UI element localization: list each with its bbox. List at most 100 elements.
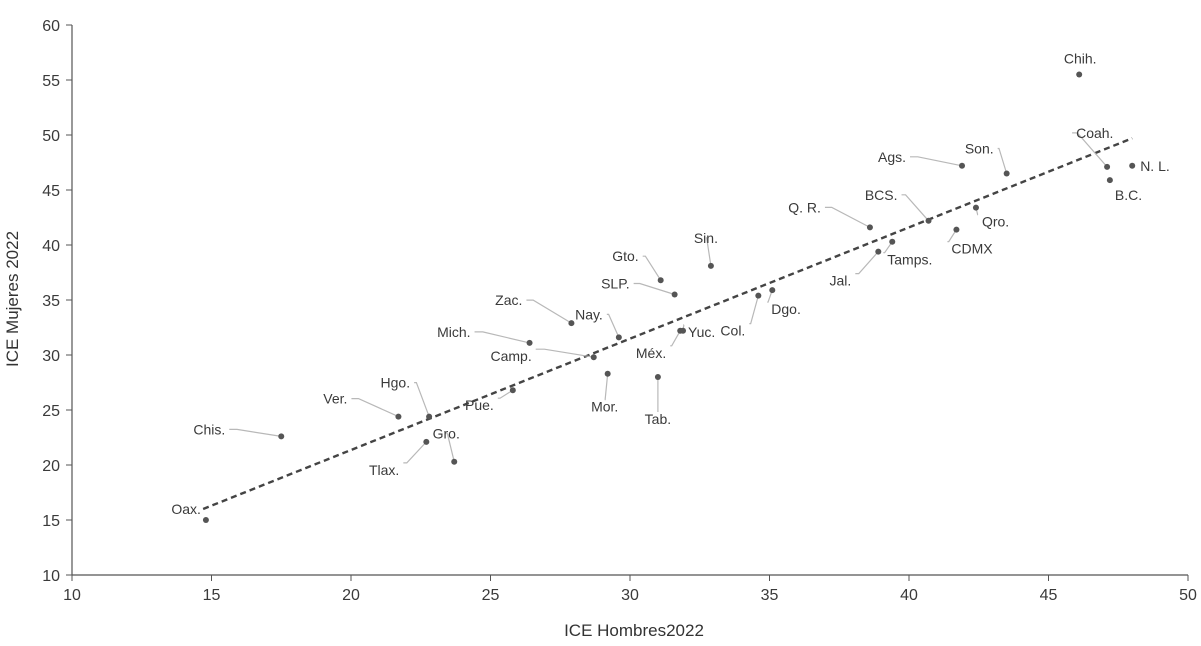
- axes: 10 15 20 25 30 35 40 45 50 10 15 20 25 30 35 40 45 50 55 60: [42, 18, 1197, 604]
- data-point: [953, 226, 960, 233]
- point-label: Camp.: [490, 348, 531, 364]
- data-point: [590, 354, 597, 361]
- leader-line: [767, 289, 773, 303]
- data-point: [769, 287, 776, 294]
- data-point: [657, 277, 664, 284]
- point-label: Tab.: [645, 411, 671, 427]
- data-point: [604, 370, 611, 377]
- point-label: Chih.: [1064, 51, 1097, 67]
- data-point: [1003, 170, 1010, 177]
- x-tick-label: 50: [1179, 587, 1197, 604]
- leader-line: [474, 331, 530, 344]
- x-tick-label: 45: [1040, 587, 1058, 604]
- point-label: Mor.: [591, 399, 618, 415]
- leader-line: [604, 373, 609, 401]
- point-label: Méx.: [636, 345, 666, 361]
- leader-line: [947, 229, 957, 243]
- data-point: [707, 262, 714, 269]
- y-tick-label: 30: [42, 348, 60, 365]
- x-axis-title: ICE Hombres2022: [564, 621, 704, 640]
- data-points: [202, 71, 1136, 523]
- leader-line: [606, 313, 620, 338]
- leader-line: [535, 348, 594, 358]
- data-point: [972, 204, 979, 211]
- point-label: B.C.: [1115, 187, 1142, 203]
- data-point: [680, 327, 687, 334]
- point-label: Hgo.: [381, 375, 411, 391]
- data-point: [1104, 163, 1111, 170]
- leader-line: [351, 398, 399, 418]
- point-label: Chis.: [193, 421, 225, 437]
- point-label: Sin.: [694, 230, 718, 246]
- point-label: Q. R.: [788, 199, 821, 215]
- data-point: [426, 413, 433, 420]
- point-label: N. L.: [1140, 158, 1170, 174]
- y-tick-label: 50: [42, 128, 60, 145]
- point-label: Jal.: [830, 273, 852, 289]
- y-tick-label: 15: [42, 513, 60, 530]
- data-point: [1129, 162, 1136, 169]
- x-tick-label: 15: [203, 587, 221, 604]
- leader-line: [1072, 132, 1108, 168]
- x-tick-label: 40: [900, 587, 918, 604]
- leader-line: [855, 251, 879, 275]
- data-point: [423, 438, 430, 445]
- leader-line: [229, 428, 282, 437]
- y-tick-label: 20: [42, 458, 60, 475]
- point-label: Dgo.: [771, 301, 801, 317]
- point-label: CDMX: [951, 241, 993, 257]
- data-point: [866, 224, 873, 231]
- leader-line: [446, 433, 455, 462]
- leader-line: [642, 255, 662, 281]
- y-tick-label: 60: [42, 18, 60, 35]
- leader-lines: [229, 132, 1108, 464]
- point-label: BCS.: [865, 187, 898, 203]
- point-label: Coah.: [1076, 125, 1113, 141]
- leader-line: [670, 330, 681, 347]
- y-tick-label: 35: [42, 293, 60, 310]
- leader-line: [901, 194, 929, 222]
- point-label: Gro.: [433, 426, 460, 442]
- y-tick-label: 40: [42, 238, 60, 255]
- data-point: [526, 339, 533, 346]
- leader-line: [910, 156, 963, 167]
- data-point: [568, 320, 575, 327]
- leader-line: [749, 295, 759, 325]
- data-point: [889, 238, 896, 245]
- trendline-layer: [202, 137, 1133, 511]
- point-label: Gto.: [612, 248, 638, 264]
- x-tick-label: 25: [482, 587, 500, 604]
- leader-line: [824, 206, 871, 228]
- leader-line: [997, 147, 1008, 174]
- leader-line: [414, 382, 430, 417]
- data-point: [451, 458, 458, 465]
- data-point: [959, 162, 966, 169]
- leader-line: [883, 241, 893, 254]
- leader-line: [497, 389, 514, 399]
- data-point: [654, 374, 661, 380]
- data-point: [755, 292, 762, 299]
- point-label: Pue.: [465, 397, 494, 413]
- leader-line: [633, 282, 675, 296]
- data-point: [278, 433, 285, 440]
- point-label: Tamps.: [887, 252, 932, 268]
- point-label: SLP.: [601, 276, 630, 292]
- point-label: Nay.: [575, 306, 603, 322]
- leader-line: [705, 237, 712, 266]
- data-point: [615, 334, 622, 341]
- x-tick-label: 30: [621, 587, 639, 604]
- data-point: [671, 291, 678, 298]
- point-label: Col.: [720, 323, 745, 339]
- leader-line: [526, 299, 572, 324]
- data-point: [509, 387, 516, 394]
- data-point: [875, 248, 882, 255]
- point-label: Yuc.: [688, 324, 715, 340]
- leader-line: [403, 441, 427, 464]
- data-point: [925, 217, 932, 224]
- y-tick-label: 25: [42, 403, 60, 420]
- point-label: Mich.: [437, 324, 470, 340]
- point-label: Zac.: [495, 292, 522, 308]
- point-label: Ags.: [878, 149, 906, 165]
- y-tick-label: 45: [42, 183, 60, 200]
